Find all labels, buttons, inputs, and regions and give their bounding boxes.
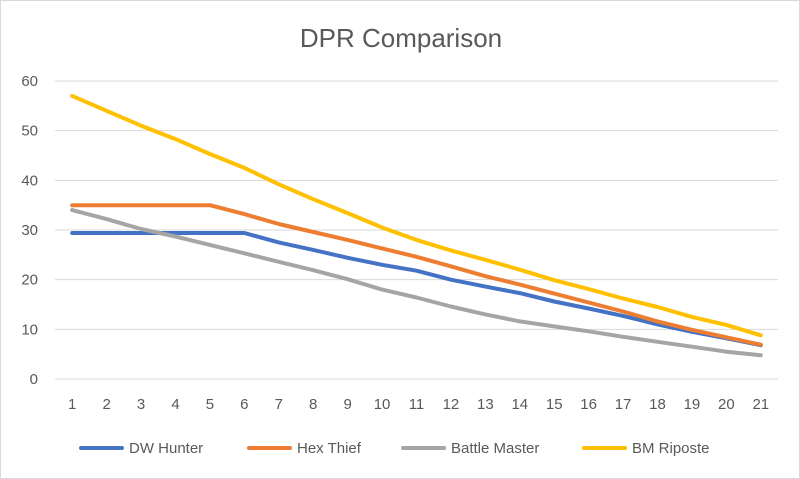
y-axis-ticks: 0 10 20 30 40 50 60 <box>21 73 38 388</box>
y-tick-label: 40 <box>21 172 38 189</box>
x-tick-label: 14 <box>511 396 528 413</box>
y-tick-label: 20 <box>21 272 38 289</box>
series-line-bm-riposte <box>70 93 763 338</box>
x-tick-label: 8 <box>309 396 317 413</box>
series-line-dw-hunter <box>70 231 763 348</box>
x-tick-label: 1 <box>68 396 76 413</box>
legend-label: Hex Thief <box>297 440 362 457</box>
y-tick-label: 50 <box>21 123 38 140</box>
gridlines <box>55 80 778 380</box>
x-tick-label: 20 <box>718 396 735 413</box>
x-tick-label: 5 <box>206 396 214 413</box>
legend-label: DW Hunter <box>129 440 203 457</box>
x-tick-label: 13 <box>477 396 494 413</box>
legend-label: BM Riposte <box>632 440 710 457</box>
x-tick-label: 19 <box>684 396 701 413</box>
x-tick-label: 4 <box>171 396 179 413</box>
x-tick-label: 21 <box>752 396 769 413</box>
series-line-hex-thief <box>70 203 763 347</box>
y-tick-label: 10 <box>21 321 38 338</box>
x-tick-label: 10 <box>374 396 391 413</box>
x-tick-label: 17 <box>615 396 632 413</box>
x-tick-label: 3 <box>137 396 145 413</box>
x-tick-label: 16 <box>580 396 597 413</box>
x-axis-ticks: 1 2 3 4 5 6 7 8 9 10 11 12 13 14 15 16 17 18 19 20 21 <box>68 396 769 413</box>
x-tick-label: 15 <box>546 396 563 413</box>
y-tick-label: 30 <box>21 222 38 239</box>
x-tick-label: 6 <box>240 396 248 413</box>
chart-title: DPR Comparison <box>300 23 502 53</box>
x-tick-label: 11 <box>409 396 425 413</box>
x-tick-label: 9 <box>343 396 351 413</box>
legend: DW Hunter Hex Thief Battle Master BM Ripost… <box>79 440 710 457</box>
y-tick-label: 0 <box>30 371 38 388</box>
x-tick-label: 2 <box>102 396 110 413</box>
x-tick-label: 7 <box>275 396 283 413</box>
series-lines <box>70 93 763 358</box>
series-line-battle-master <box>70 208 763 358</box>
y-tick-label: 60 <box>21 73 38 90</box>
legend-label: Battle Master <box>451 440 539 457</box>
x-tick-label: 12 <box>443 396 460 413</box>
x-tick-label: 18 <box>649 396 666 413</box>
